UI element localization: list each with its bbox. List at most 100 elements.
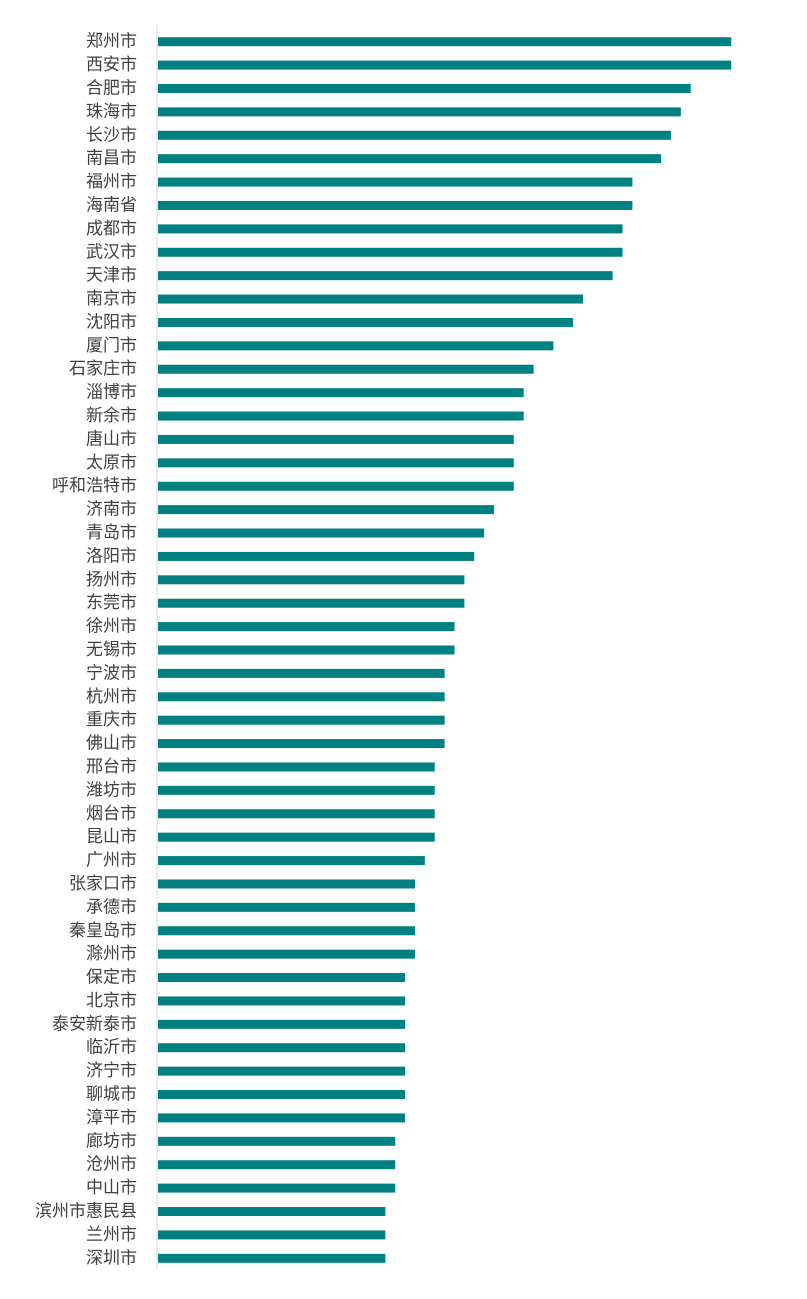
bar-48 <box>158 1136 396 1146</box>
category-label-23: 洛阳市 <box>86 546 137 566</box>
bar-45 <box>158 1066 406 1076</box>
category-label-12: 南京市 <box>86 289 137 309</box>
category-label-21: 济南市 <box>86 500 137 520</box>
category-label-28: 宁波市 <box>86 663 137 683</box>
bar-52 <box>158 1230 386 1240</box>
category-label-19: 太原市 <box>86 453 137 473</box>
bar-41 <box>158 973 406 983</box>
bar-25 <box>158 598 465 608</box>
category-label-32: 邢台市 <box>86 757 137 777</box>
bar-11 <box>158 271 613 281</box>
bar-33 <box>158 785 435 795</box>
category-label-34: 烟台市 <box>86 804 137 824</box>
category-label-10: 武汉市 <box>86 242 137 262</box>
category-label-39: 秦皇岛市 <box>69 921 137 941</box>
bar-32 <box>158 762 435 772</box>
bar-34 <box>158 809 435 819</box>
bar-44 <box>158 1043 406 1053</box>
bar-19 <box>158 458 514 468</box>
bar-43 <box>158 1019 406 1029</box>
category-label-16: 淄博市 <box>86 383 137 403</box>
bar-18 <box>158 434 514 444</box>
bar-50 <box>158 1183 396 1193</box>
bar-31 <box>158 739 445 749</box>
category-label-51: 滨州市惠民县 <box>35 1202 137 1222</box>
bar-15 <box>158 364 534 374</box>
bar-5 <box>158 130 671 140</box>
bar-28 <box>158 668 445 678</box>
category-label-14: 厦门市 <box>86 336 137 356</box>
bars-group <box>158 37 732 1263</box>
category-label-26: 徐州市 <box>86 617 137 637</box>
bar-27 <box>158 645 455 655</box>
category-label-9: 成都市 <box>86 219 137 239</box>
category-label-43: 泰安新泰市 <box>52 1014 137 1034</box>
bar-21 <box>158 505 495 515</box>
category-label-36: 广州市 <box>86 851 137 871</box>
category-label-3: 合肥市 <box>86 78 137 98</box>
category-label-5: 长沙市 <box>86 125 137 145</box>
bar-46 <box>158 1090 406 1100</box>
bar-51 <box>158 1207 386 1217</box>
bar-16 <box>158 388 524 398</box>
bar-14 <box>158 341 554 351</box>
bar-35 <box>158 832 435 842</box>
category-label-17: 新余市 <box>86 406 137 426</box>
bar-24 <box>158 575 465 585</box>
bar-53 <box>158 1253 386 1263</box>
category-label-47: 漳平市 <box>86 1108 137 1128</box>
category-label-8: 海南省 <box>86 195 137 215</box>
bar-36 <box>158 856 425 866</box>
category-label-2: 西安市 <box>86 55 137 75</box>
bar-7 <box>158 177 633 187</box>
category-label-11: 天津市 <box>86 266 137 286</box>
bar-4 <box>158 107 681 117</box>
bar-10 <box>158 247 623 257</box>
bar-12 <box>158 294 583 304</box>
category-label-53: 深圳市 <box>86 1248 137 1268</box>
category-label-18: 唐山市 <box>86 428 137 449</box>
bar-20 <box>158 481 514 491</box>
category-label-46: 聊城市 <box>86 1085 137 1105</box>
category-label-44: 临沂市 <box>86 1038 137 1058</box>
category-label-40: 滁州市 <box>86 944 137 964</box>
category-label-27: 无锡市 <box>86 640 137 660</box>
category-label-49: 沧州市 <box>86 1155 137 1175</box>
category-label-48: 廊坊市 <box>86 1131 137 1151</box>
category-labels-group: 郑州市西安市合肥市珠海市长沙市南昌市福州市海南省成都市武汉市天津市南京市沈阳市厦… <box>35 32 137 1269</box>
category-label-20: 呼和浩特市 <box>52 476 137 496</box>
bar-23 <box>158 551 475 561</box>
category-label-45: 济宁市 <box>86 1061 137 1081</box>
category-label-15: 石家庄市 <box>69 359 137 379</box>
category-label-29: 杭州市 <box>86 687 137 707</box>
category-label-41: 保定市 <box>86 968 137 988</box>
category-label-31: 佛山市 <box>86 734 137 754</box>
bar-30 <box>158 715 445 725</box>
category-label-6: 南昌市 <box>86 149 137 169</box>
bar-40 <box>158 949 415 959</box>
bar-47 <box>158 1113 406 1123</box>
bar-1 <box>158 37 732 47</box>
bar-9 <box>158 224 623 234</box>
category-label-24: 扬州市 <box>86 570 137 590</box>
category-label-52: 兰州市 <box>86 1225 137 1245</box>
category-label-7: 福州市 <box>86 172 137 192</box>
category-label-42: 北京市 <box>86 991 137 1011</box>
bar-26 <box>158 622 455 632</box>
category-label-25: 东莞市 <box>86 593 137 613</box>
bar-49 <box>158 1160 396 1170</box>
category-label-22: 青岛市 <box>86 523 137 543</box>
bar-38 <box>158 902 415 912</box>
bar-3 <box>158 83 691 93</box>
bar-17 <box>158 411 524 421</box>
bar-13 <box>158 317 574 327</box>
category-label-50: 中山市 <box>86 1178 137 1198</box>
bar-22 <box>158 528 485 538</box>
bar-29 <box>158 692 445 702</box>
category-label-35: 昆山市 <box>86 827 137 847</box>
bar-2 <box>158 60 732 70</box>
bar-39 <box>158 926 415 936</box>
category-label-1: 郑州市 <box>86 32 137 52</box>
bar-8 <box>158 200 633 210</box>
